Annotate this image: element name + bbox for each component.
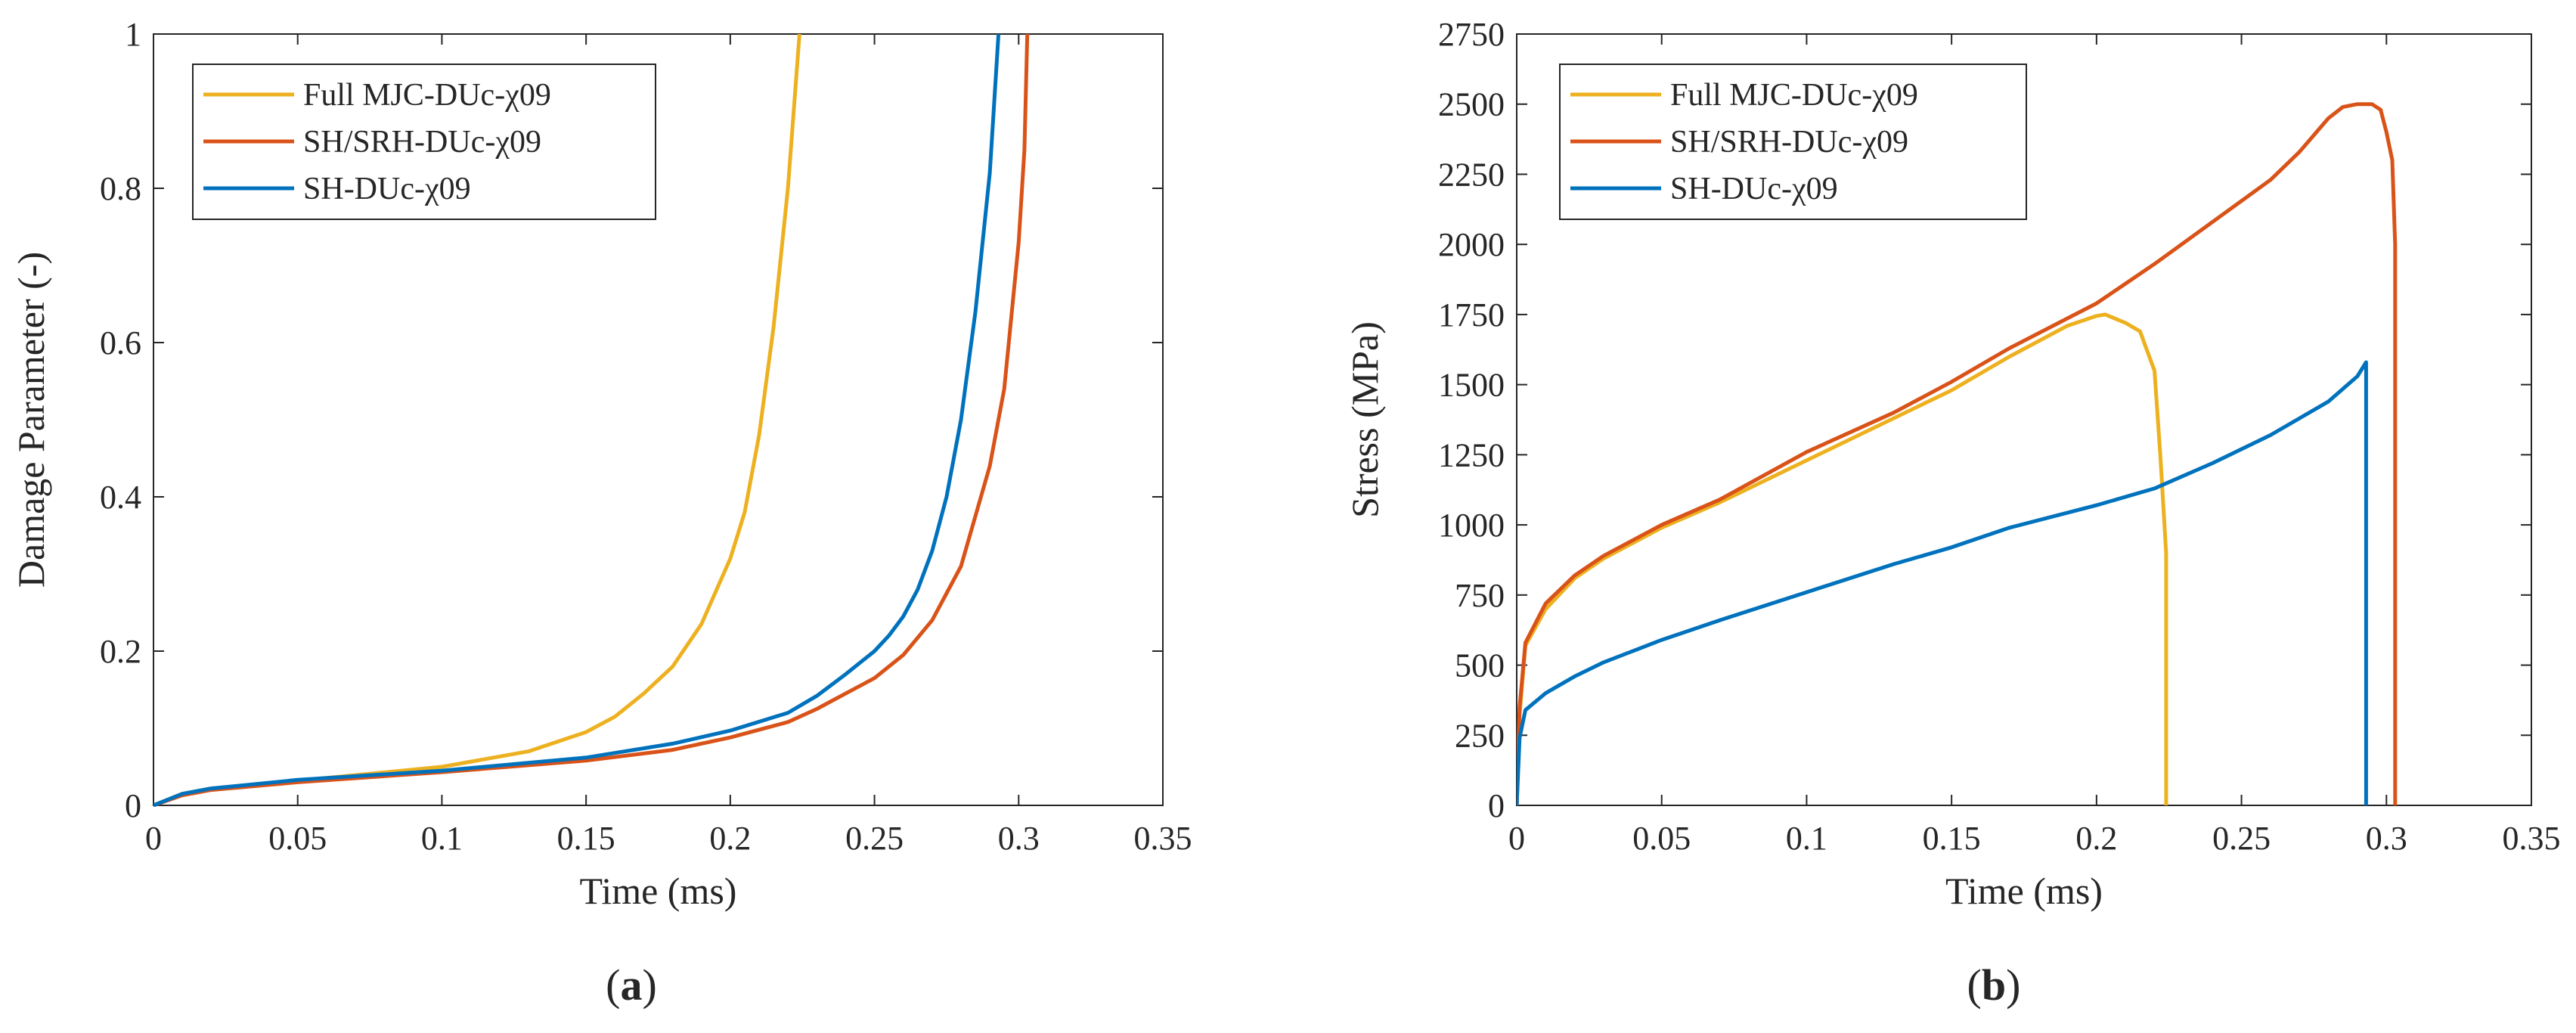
x-tick-label: 0.3 (998, 820, 1040, 857)
x-tick-label: 0.2 (709, 820, 751, 857)
x-tick-label: 0.05 (1632, 820, 1691, 857)
legend: Full MJC-DUc-χ09 SH/SRH-DUc-χ09 SH-DUc-χ09 (192, 64, 656, 220)
axes-box (1516, 33, 2532, 806)
y-tick-label: 2750 (1438, 16, 1505, 53)
y-tick-label: 1750 (1438, 296, 1505, 333)
legend-entry-label: SH/SRH-DUc-χ09 (303, 125, 541, 160)
axes-box (153, 33, 1164, 806)
x-tick-label: 0.3 (2366, 820, 2407, 857)
legend: Full MJC-DUc-χ09 SH/SRH-DUc-χ09 SH-DUc-χ09 (1559, 64, 2027, 220)
y-tick-label: 0 (1488, 787, 1505, 824)
legend-entry-label: Full MJC-DUc-χ09 (1670, 78, 1918, 113)
legend-entry-label: SH/SRH-DUc-χ09 (1670, 125, 1908, 160)
y-axis-label: Stress (MPa) (1344, 321, 1386, 518)
x-tick-label: 0 (145, 820, 162, 857)
x-tick-label: 0.25 (2212, 820, 2271, 857)
x-tick-label: 0.05 (268, 820, 327, 857)
x-tick-label: 0.1 (421, 820, 463, 857)
series-line (1517, 312, 2168, 806)
x-tick-label: 0 (1508, 820, 1525, 857)
legend-entry-label: SH-DUc-χ09 (303, 172, 471, 206)
legend-entry-label: SH-DUc-χ09 (1670, 172, 1838, 206)
y-tick-label: 0.2 (100, 633, 141, 670)
series-line (1517, 102, 2398, 806)
y-tick-label: 0.4 (100, 479, 141, 516)
y-tick-label: 1 (125, 16, 141, 53)
series-line (153, 33, 1030, 807)
chart-panel-a: 0 0.05 0.1 0.15 0.2 0.25 0.3 0.35 0 0.2 0.4 0.6 0.8 1… (10, 16, 1192, 1010)
panel-label: (b) (1967, 960, 2021, 1010)
series-line (1517, 360, 2368, 806)
x-tick-label: 0.15 (557, 820, 615, 857)
y-tick-label: 500 (1455, 647, 1505, 684)
series-line (153, 33, 1001, 807)
y-axis-label: Damage Parameter (-) (10, 252, 52, 588)
x-tick-label: 0.15 (1923, 820, 1981, 857)
x-axis-label: Time (ms) (580, 870, 737, 912)
x-axis-label: Time (ms) (1945, 870, 2103, 912)
y-tick-label: 2250 (1438, 156, 1505, 193)
legend-entry-label: Full MJC-DUc-χ09 (303, 78, 551, 113)
x-tick-label: 0.2 (2075, 820, 2117, 857)
x-tick-label: 0.35 (1134, 820, 1192, 857)
y-tick-label: 1000 (1438, 507, 1505, 544)
y-tick-label: 1500 (1438, 367, 1505, 404)
chart-panel-b: 0 0.05 0.1 0.15 0.2 0.25 0.3 0.35 0 250 500 750 1000… (1344, 16, 2561, 1010)
y-tick-label: 0.8 (100, 170, 141, 207)
x-tick-label: 0.35 (2503, 820, 2561, 857)
y-tick-label: 0.6 (100, 324, 141, 361)
y-tick-label: 0 (125, 787, 141, 824)
panel-label: (a) (606, 960, 657, 1010)
y-tick-label: 750 (1455, 577, 1505, 614)
y-tick-label: 250 (1455, 717, 1505, 754)
x-tick-label: 0.1 (1786, 820, 1827, 857)
y-tick-label: 2000 (1438, 226, 1505, 263)
y-tick-label: 2500 (1438, 86, 1505, 123)
x-tick-label: 0.25 (845, 820, 904, 857)
y-tick-label: 1250 (1438, 436, 1505, 473)
